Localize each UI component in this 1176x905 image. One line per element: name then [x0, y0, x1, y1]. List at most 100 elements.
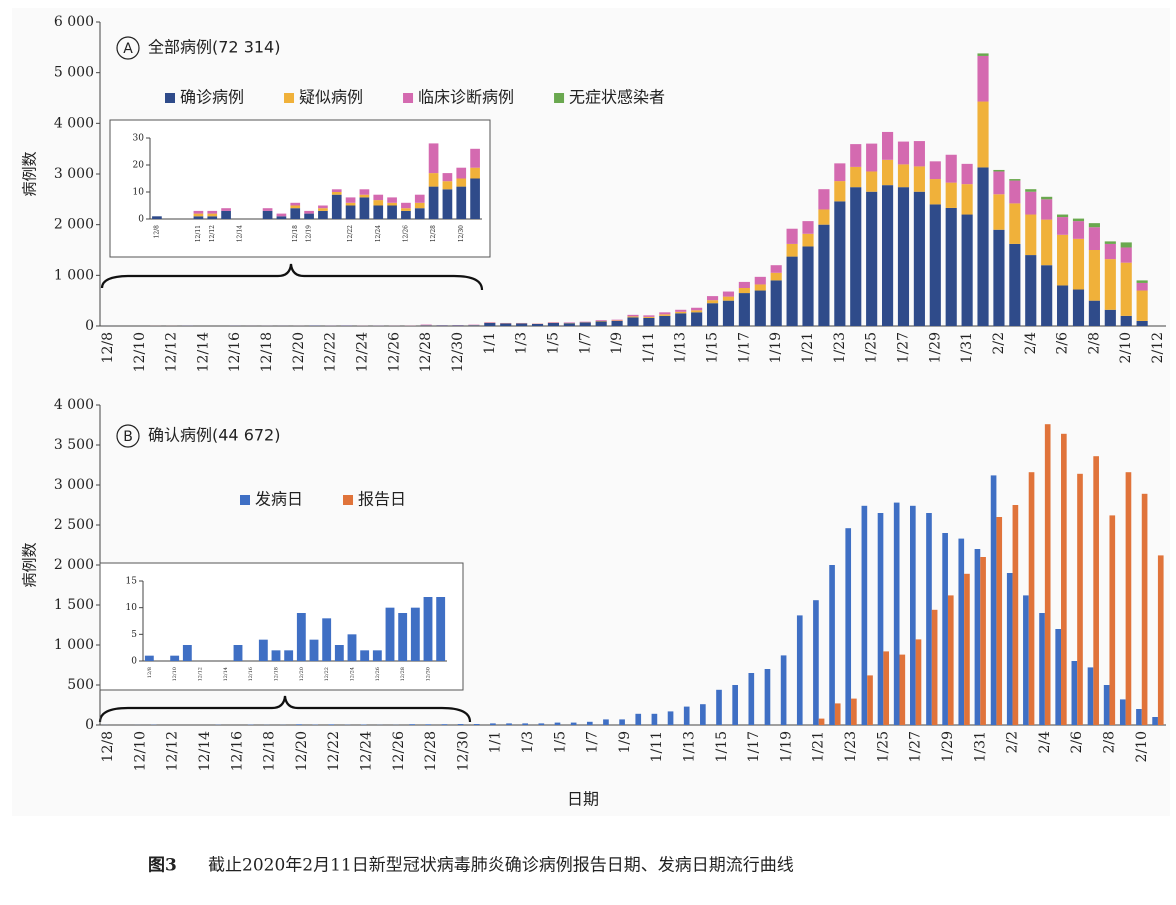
bar [659, 315, 671, 326]
bar [881, 185, 894, 326]
x-tick-label: 1/21 [811, 731, 827, 762]
bar [993, 229, 1005, 326]
bar [770, 272, 782, 281]
bar [818, 224, 830, 326]
bar [770, 265, 782, 273]
x-tick-label: 12/24 [355, 332, 371, 372]
bar [738, 281, 750, 288]
y-tick-label: 2 000 [54, 557, 94, 573]
x-tick-label: 12/30 [455, 731, 471, 771]
bar [691, 312, 703, 326]
bar [414, 194, 425, 203]
legend-label: 报告日 [358, 490, 406, 509]
bar [442, 181, 453, 190]
bar [428, 186, 439, 219]
legend-swatch [403, 93, 414, 103]
x-tick-label: 12/26 [375, 667, 381, 681]
bar [722, 296, 735, 301]
bar [850, 144, 862, 167]
bar [547, 322, 560, 326]
x-tick-label: 2/2 [1005, 731, 1021, 754]
bar [490, 723, 496, 725]
bar [1093, 456, 1099, 725]
x-tick-label: 1/9 [609, 332, 625, 355]
x-tick-label: 12/16 [248, 667, 254, 681]
bar [802, 246, 814, 326]
bar [961, 184, 973, 215]
y-axis-label: 病例数 [21, 542, 39, 587]
bar [563, 322, 575, 323]
bar [977, 167, 989, 326]
bar [802, 221, 814, 234]
bar [359, 197, 370, 219]
x-tick-label: 2/6 [1069, 731, 1085, 754]
bar [296, 613, 306, 661]
legend-swatch [165, 93, 175, 103]
bar [770, 280, 782, 326]
legend-label: 确诊病例 [180, 88, 244, 107]
bar [207, 210, 218, 214]
legend-label: 疑似病例 [299, 88, 363, 107]
bar [627, 316, 639, 318]
x-axis-label: 日期 [567, 790, 599, 809]
x-tick-label: 12/14 [195, 332, 211, 372]
x-tick-label: 2/4 [1023, 332, 1039, 355]
x-tick-label: 12/12 [198, 667, 204, 681]
bar [942, 533, 948, 725]
x-tick-label: 1/19 [778, 731, 794, 762]
bar [834, 703, 841, 725]
bar [683, 706, 690, 725]
bar [345, 197, 356, 203]
bar [207, 216, 218, 219]
legend-swatch [284, 93, 295, 103]
bar [945, 182, 957, 208]
bar [271, 650, 281, 661]
bar [436, 325, 448, 326]
bar [428, 173, 439, 187]
bar [786, 228, 798, 244]
bar [802, 233, 814, 247]
bar [579, 321, 591, 323]
x-tick-label: 1/21 [800, 332, 816, 363]
bar [786, 243, 798, 257]
bar [398, 613, 408, 661]
bar [926, 513, 932, 725]
bar [851, 698, 857, 725]
bar [1104, 243, 1116, 260]
bar [1072, 238, 1085, 290]
bar [611, 319, 623, 321]
bar [1057, 285, 1069, 326]
x-tick-label: 1/17 [736, 332, 752, 363]
bar [290, 205, 301, 209]
bar [193, 210, 204, 214]
bar [818, 209, 830, 225]
bar [1088, 250, 1100, 301]
x-tick-label: 1/29 [927, 332, 943, 363]
x-tick-label: 12/22 [323, 332, 339, 372]
bar [309, 639, 319, 661]
bar [1009, 180, 1021, 204]
x-tick-label: 1/29 [940, 731, 956, 762]
bar [866, 171, 878, 192]
panel-badge [116, 36, 140, 60]
bar [867, 675, 873, 725]
bar [425, 724, 432, 725]
y-tick-label: 30 [133, 134, 145, 144]
bar [372, 650, 382, 661]
bar [414, 208, 425, 219]
x-tick-label: 1/31 [959, 332, 975, 363]
x-tick-label: 12/19 [306, 225, 313, 242]
bar [470, 167, 480, 179]
bar [722, 291, 735, 297]
bar [603, 719, 609, 725]
bar [1041, 219, 1053, 266]
bar [1009, 179, 1021, 181]
bar [1120, 315, 1132, 326]
bar [401, 208, 411, 211]
bar [850, 166, 862, 188]
bar [428, 143, 439, 174]
y-tick-label: 0 [85, 717, 94, 733]
y-tick-label: 20 [133, 161, 145, 171]
bar [691, 310, 703, 313]
